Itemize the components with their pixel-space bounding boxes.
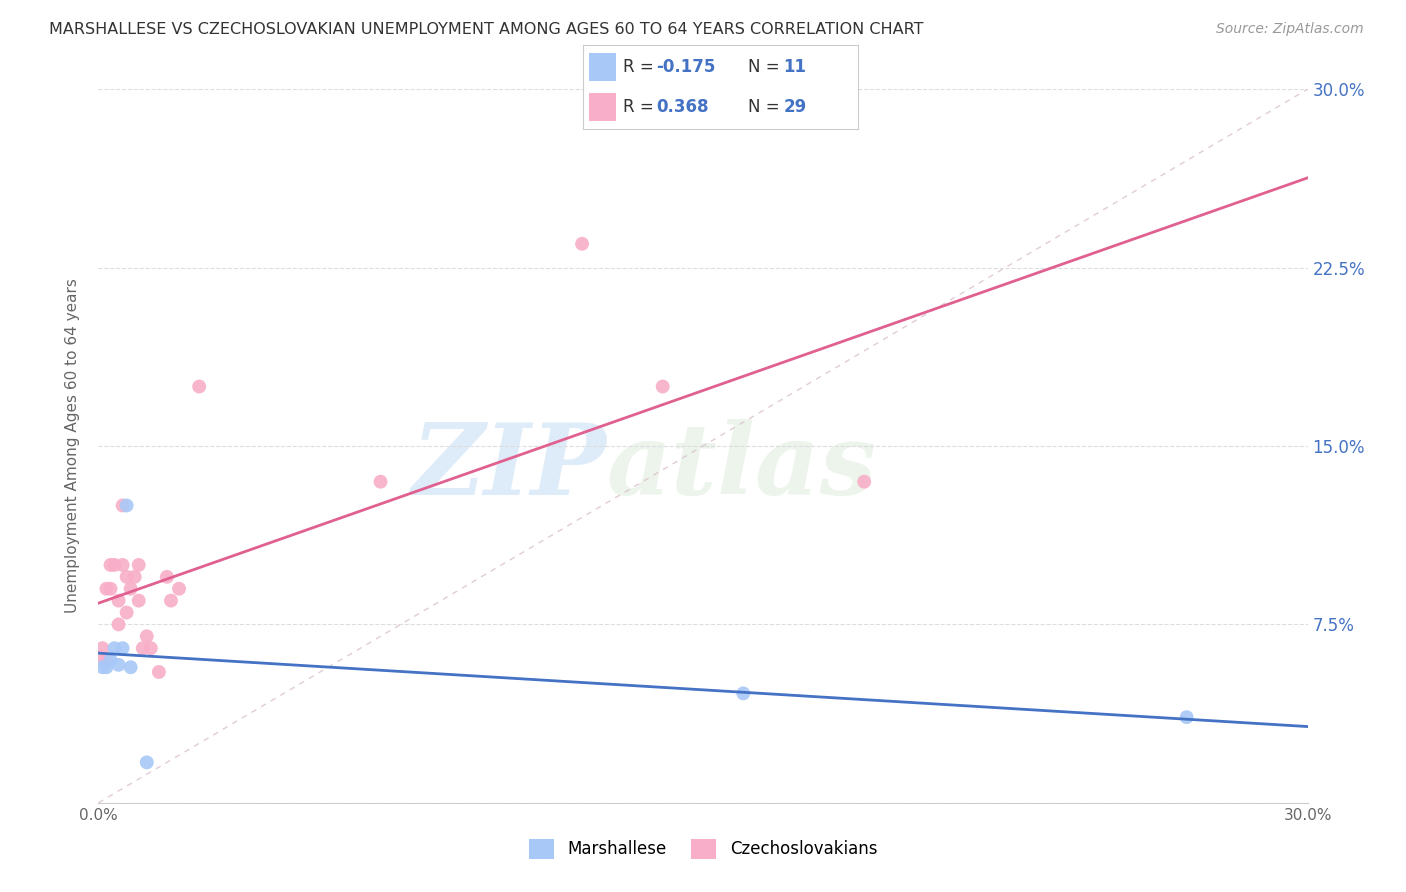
Point bbox=[1175, 710, 1198, 724]
Point bbox=[111, 641, 134, 656]
Point bbox=[135, 756, 157, 770]
Text: MARSHALLESE VS CZECHOSLOVAKIAN UNEMPLOYMENT AMONG AGES 60 TO 64 YEARS CORRELATIO: MARSHALLESE VS CZECHOSLOVAKIAN UNEMPLOYM… bbox=[49, 22, 924, 37]
Point bbox=[120, 660, 142, 674]
Text: N =: N = bbox=[748, 98, 785, 116]
Point bbox=[156, 570, 179, 584]
Text: R =: R = bbox=[623, 58, 659, 76]
Text: ZIP: ZIP bbox=[412, 419, 606, 516]
Point bbox=[120, 582, 142, 596]
Text: 29: 29 bbox=[783, 98, 807, 116]
Point bbox=[103, 558, 125, 572]
Point bbox=[853, 475, 876, 489]
Point bbox=[115, 606, 138, 620]
Point bbox=[128, 558, 150, 572]
Point bbox=[128, 593, 150, 607]
Point bbox=[651, 379, 673, 393]
Point bbox=[124, 570, 146, 584]
Point bbox=[571, 236, 593, 251]
Point bbox=[96, 660, 118, 674]
Point bbox=[103, 641, 125, 656]
Point bbox=[148, 665, 170, 679]
Point bbox=[91, 641, 114, 656]
Point bbox=[96, 653, 118, 667]
Point bbox=[91, 653, 114, 667]
Point bbox=[111, 499, 134, 513]
Point bbox=[91, 660, 114, 674]
Point bbox=[115, 570, 138, 584]
Text: -0.175: -0.175 bbox=[657, 58, 716, 76]
Text: R =: R = bbox=[623, 98, 659, 116]
Point bbox=[132, 641, 155, 656]
Point bbox=[96, 582, 118, 596]
Point bbox=[370, 475, 392, 489]
Point bbox=[160, 593, 183, 607]
Point bbox=[115, 499, 138, 513]
Point bbox=[107, 617, 129, 632]
Point bbox=[135, 629, 157, 643]
Text: atlas: atlas bbox=[606, 419, 876, 516]
Point bbox=[100, 558, 122, 572]
Y-axis label: Unemployment Among Ages 60 to 64 years: Unemployment Among Ages 60 to 64 years bbox=[65, 278, 80, 614]
Point bbox=[100, 582, 122, 596]
Point bbox=[188, 379, 211, 393]
Point bbox=[107, 657, 129, 672]
Point bbox=[139, 641, 162, 656]
Legend: Marshallese, Czechoslovakians: Marshallese, Czechoslovakians bbox=[522, 832, 884, 866]
Point bbox=[107, 593, 129, 607]
Text: N =: N = bbox=[748, 58, 785, 76]
Text: Source: ZipAtlas.com: Source: ZipAtlas.com bbox=[1216, 22, 1364, 37]
FancyBboxPatch shape bbox=[589, 54, 616, 81]
Point bbox=[167, 582, 190, 596]
Text: 11: 11 bbox=[783, 58, 807, 76]
Point bbox=[111, 558, 134, 572]
FancyBboxPatch shape bbox=[589, 93, 616, 120]
Text: 0.368: 0.368 bbox=[657, 98, 709, 116]
Point bbox=[100, 653, 122, 667]
Point bbox=[733, 686, 755, 700]
